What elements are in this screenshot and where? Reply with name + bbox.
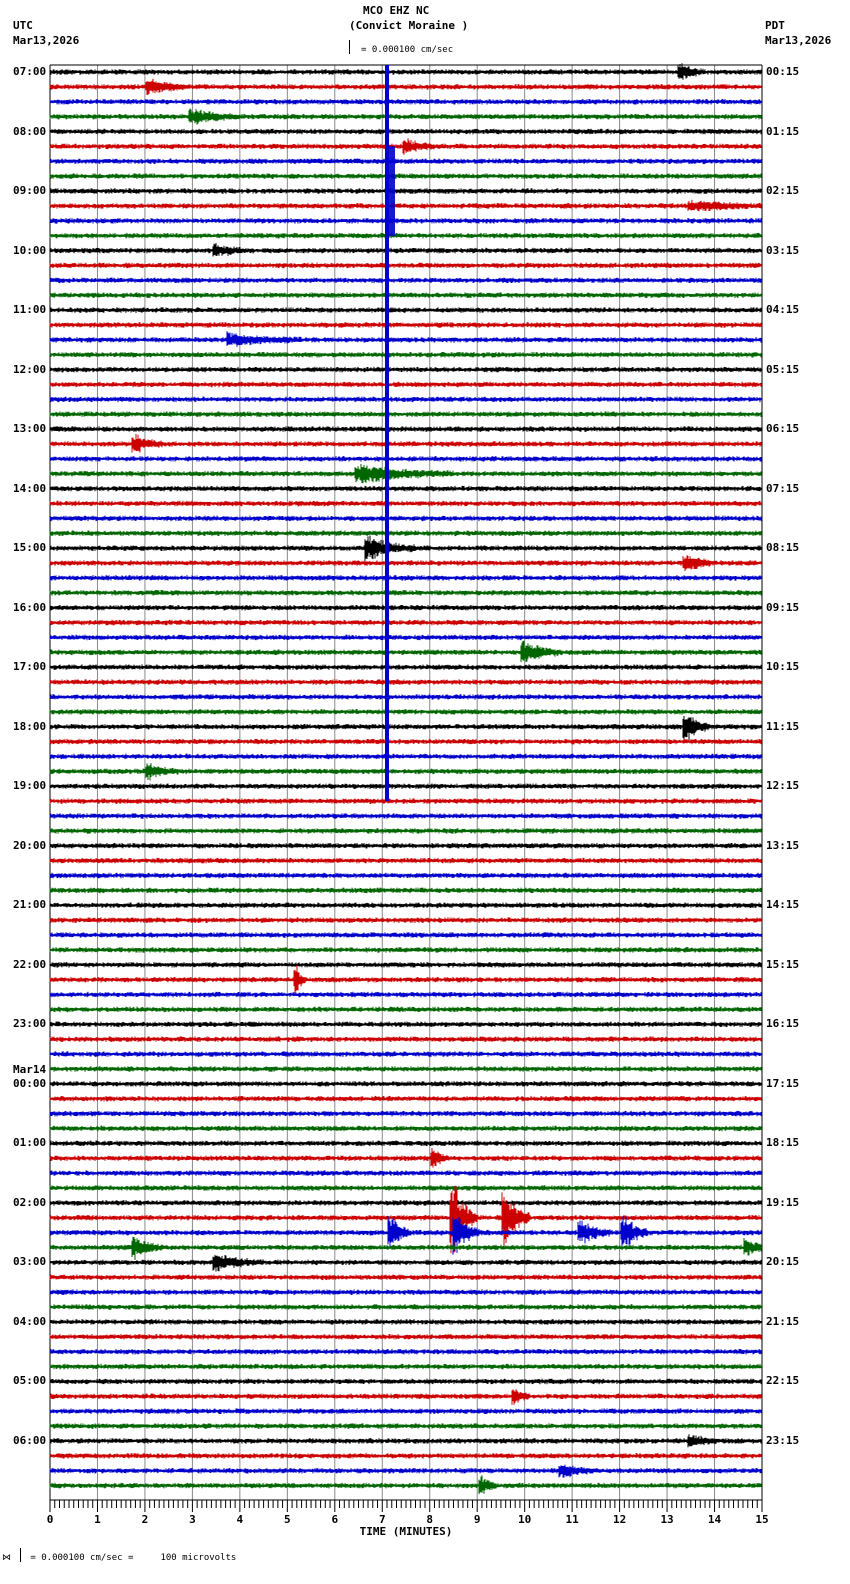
right-time-label: 23:15 [766, 1433, 800, 1447]
right-time-label: 10:15 [766, 660, 800, 674]
scale-bar-icon [349, 40, 355, 54]
footer-scale: ⋈ = 0.000100 cm/sec = 100 microvolts [2, 1546, 236, 1563]
right-time-label: 04:15 [766, 303, 800, 317]
right-time-label: 05:15 [766, 362, 800, 376]
x-tick-label: 11 [565, 1513, 579, 1526]
right-time-label: 07:15 [766, 481, 800, 495]
left-time-label: 07:00 [13, 65, 47, 78]
right-time-label: 13:15 [766, 838, 800, 852]
left-time-label: 11:00 [13, 303, 47, 317]
left-time-label: 17:00 [13, 660, 47, 674]
left-time-label: 09:00 [13, 184, 47, 198]
right-time-label: 21:15 [766, 1314, 800, 1328]
right-time-label: 11:15 [766, 719, 800, 733]
footer-marker: ⋈ [2, 1553, 11, 1563]
left-time-label: 04:00 [13, 1314, 47, 1328]
left-time-label: 06:00 [13, 1433, 47, 1447]
x-tick-label: 12 [612, 1513, 627, 1526]
x-tick-label: 0 [46, 1513, 54, 1526]
right-timezone: PDT [765, 19, 785, 32]
left-time-label: 22:00 [13, 957, 47, 971]
left-time-label: 16:00 [13, 600, 47, 614]
station-location: (Convict Moraine ) [349, 19, 469, 32]
x-tick-label: 1 [94, 1513, 101, 1526]
left-time-label: 08:00 [13, 124, 47, 138]
station-title: MCO EHZ NC [363, 4, 430, 17]
left-time-label: 12:00 [13, 362, 47, 376]
left-timezone: UTC [13, 19, 33, 32]
left-time-label: 05:00 [13, 1374, 47, 1388]
x-tick-label: 13 [660, 1513, 674, 1526]
right-time-label: 03:15 [766, 243, 800, 257]
x-tick-label: 6 [331, 1513, 339, 1526]
x-tick-label: 10 [518, 1513, 532, 1526]
left-time-label: 00:00 [13, 1076, 47, 1090]
left-date: Mar13,2026 [13, 34, 80, 47]
left-time-label: 21:00 [13, 898, 47, 912]
left-time-label: 18:00 [13, 719, 47, 733]
left-time-label: 14:00 [13, 481, 47, 495]
scale-legend: = 0.000100 cm/sec [349, 38, 453, 55]
x-tick-label: 15 [755, 1513, 769, 1526]
left-date-label: Mar14 [13, 1062, 47, 1076]
x-tick-label: 5 [284, 1513, 291, 1526]
left-time-label: 15:00 [13, 541, 47, 555]
x-tick-label: 2 [141, 1513, 149, 1526]
left-time-label: 19:00 [13, 779, 47, 793]
footer-scale-bar-icon [20, 1548, 26, 1562]
right-time-label: 18:15 [766, 1136, 800, 1150]
left-time-label: 10:00 [13, 243, 47, 257]
right-time-label: 09:15 [766, 600, 800, 614]
footer-scale-text: = 0.000100 cm/sec = 100 microvolts [30, 1553, 237, 1563]
left-time-label: 23:00 [13, 1017, 47, 1031]
right-time-label: 06:15 [766, 422, 800, 436]
right-time-label: 22:15 [766, 1374, 800, 1388]
right-time-label: 17:15 [766, 1076, 800, 1090]
x-tick-label: 8 [426, 1513, 434, 1526]
left-time-label: 20:00 [13, 838, 47, 852]
right-time-label: 14:15 [766, 898, 800, 912]
left-time-label: 01:00 [13, 1136, 47, 1150]
right-time-label: 19:15 [766, 1195, 800, 1209]
left-time-label: 13:00 [13, 422, 47, 436]
right-time-label: 16:15 [766, 1017, 800, 1031]
right-time-label: 01:15 [766, 124, 800, 138]
right-time-label: 20:15 [766, 1255, 800, 1269]
x-tick-label: 14 [707, 1513, 722, 1526]
scale-text: = 0.000100 cm/sec [361, 45, 454, 55]
right-time-label: 12:15 [766, 779, 800, 793]
x-tick-label: 9 [473, 1513, 481, 1526]
right-time-label: 00:15 [766, 65, 800, 78]
x-tick-label: 7 [378, 1513, 386, 1526]
x-tick-label: 3 [189, 1513, 196, 1526]
right-time-label: 02:15 [766, 184, 800, 198]
right-date: Mar13,2026 [765, 34, 832, 47]
x-axis-title: TIME (MINUTES) [359, 1525, 453, 1538]
right-time-label: 08:15 [766, 541, 800, 555]
right-time-label: 15:15 [766, 957, 800, 971]
left-time-label: 03:00 [13, 1255, 47, 1269]
left-time-label: 02:00 [13, 1195, 47, 1209]
x-tick-label: 4 [236, 1513, 244, 1526]
